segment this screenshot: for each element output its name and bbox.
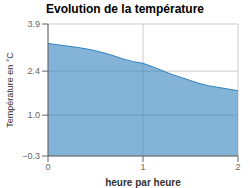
svg-text:0: 0 xyxy=(45,162,50,172)
svg-text:3.9: 3.9 xyxy=(27,19,40,29)
svg-text:1.0: 1.0 xyxy=(27,110,40,120)
svg-text:1: 1 xyxy=(140,162,145,172)
svg-text:−0.3: −0.3 xyxy=(22,151,40,161)
svg-text:2.4: 2.4 xyxy=(27,66,40,76)
html-text:Evolution de la température: Evolution de la température xyxy=(46,2,204,16)
svg-text:Température en °C: Température en °C xyxy=(5,52,15,128)
svg-text:heure par heure: heure par heure xyxy=(105,177,181,188)
svg-text:2: 2 xyxy=(235,162,240,172)
